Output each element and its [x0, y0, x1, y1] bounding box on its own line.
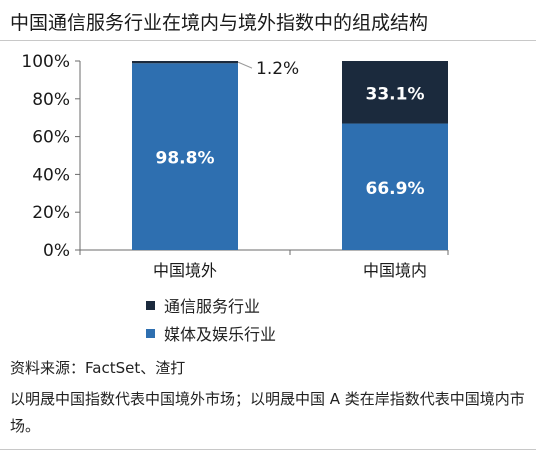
legend-item-media: 媒体及娱乐行业 [146, 321, 276, 345]
stacked-bar-chart: 0% 20% 40% 60% 80% 100% 中国境外 中国境内 98.8% 1.2% 66.9%… [21, 52, 449, 280]
data-label-telecom-1: 33.1% [366, 84, 425, 104]
bar-telecom-0 [132, 61, 238, 64]
bar-media-0 [132, 63, 238, 250]
y-tick-label: 20% [32, 203, 70, 223]
bar-media-1 [342, 123, 448, 250]
y-tick-label: 40% [32, 165, 70, 185]
legend-label-media: 媒体及娱乐行业 [164, 325, 277, 344]
y-tick-label: 0% [43, 241, 70, 261]
footnote: 以明晟中国指数代表中国境外市场；以明晟中国 A 类在岸指数代表中国境内市场。 [10, 390, 525, 435]
x-category-label: 中国境外 [153, 261, 217, 280]
data-label-media-1: 66.9% [366, 179, 425, 199]
y-tick-label: 100% [21, 52, 70, 72]
bar-telecom-1 [342, 61, 448, 124]
legend-item-telecom: 通信服务行业 [146, 293, 260, 317]
bottom-divider [0, 449, 536, 450]
source-note: 资料来源：FactSet、渣打 [10, 359, 186, 377]
title-divider [0, 40, 536, 41]
x-category-label: 中国境内 [363, 261, 427, 280]
legend-label-telecom: 通信服务行业 [164, 297, 261, 316]
data-label-media-0: 98.8% [156, 149, 215, 169]
y-tick-label: 80% [32, 90, 70, 110]
legend-swatch-media [146, 328, 155, 338]
data-label-telecom-0: 1.2% [256, 59, 299, 79]
y-tick-label: 60% [32, 128, 70, 148]
leader-line [237, 61, 253, 69]
legend-swatch-telecom [146, 300, 155, 310]
chart-title: 中国通信服务行业在境内与境外指数中的组成结构 [10, 12, 429, 34]
